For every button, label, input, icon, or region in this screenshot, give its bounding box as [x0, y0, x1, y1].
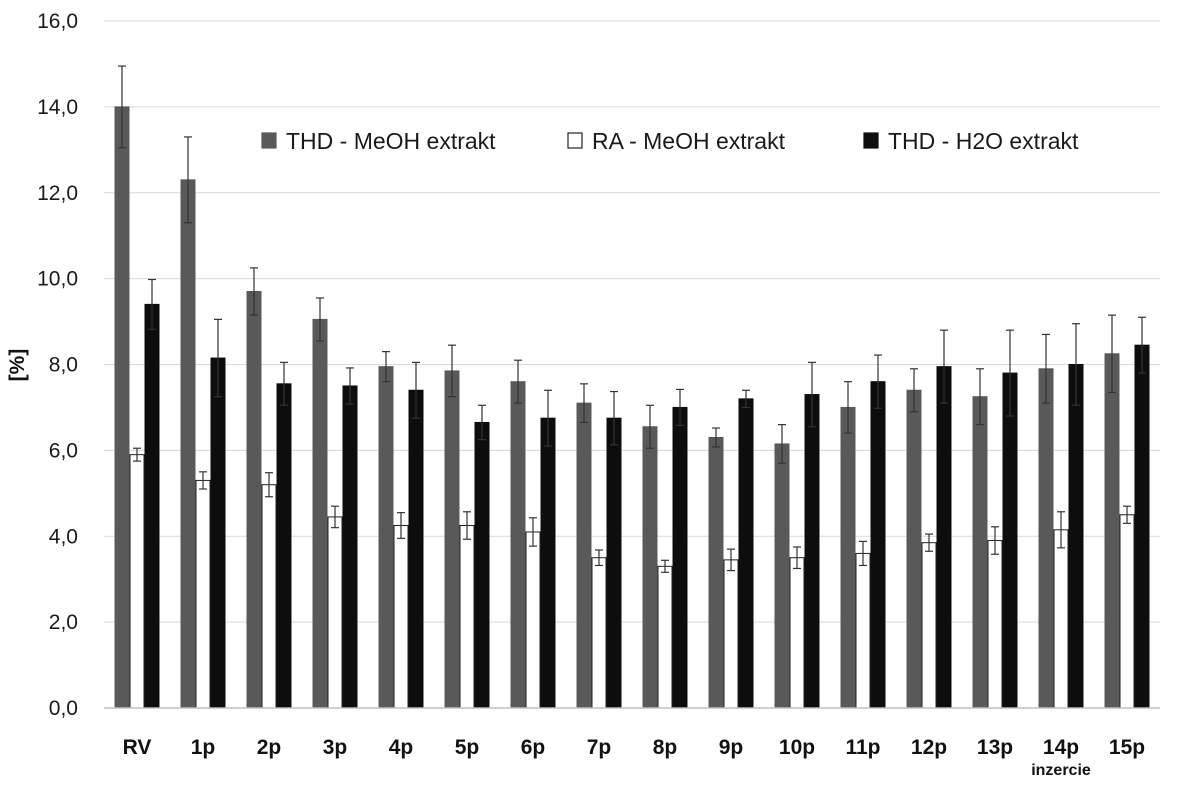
bar-series-1 — [972, 396, 988, 709]
bar-series-1 — [1104, 353, 1120, 709]
bars — [114, 106, 1150, 709]
bar-series-1 — [906, 389, 922, 709]
bar-series-3 — [1134, 344, 1150, 709]
bar-series-1 — [444, 370, 460, 709]
y-tick-label: 14,0 — [37, 96, 78, 119]
y-tick-label: 0,0 — [49, 697, 78, 720]
x-tick-label: 11p — [845, 736, 880, 759]
bar-series-3 — [804, 394, 820, 709]
x-tick-label: 12p — [911, 736, 947, 759]
bar-series-3 — [672, 406, 688, 709]
bar-series-1 — [378, 366, 394, 709]
bar-series-1 — [774, 443, 790, 709]
bar-series-3 — [342, 385, 358, 709]
bar-series-3 — [210, 357, 226, 709]
x-tick-label: 7p — [587, 736, 612, 759]
x-tick-label: 8p — [653, 736, 678, 759]
bar-series-3 — [408, 389, 424, 709]
x-tick-label: 15p — [1109, 736, 1145, 759]
bar-series-1 — [114, 106, 130, 709]
x-tick-labels: RV 1p 2p 3p 4p 5p 6p 7p 8p 9p 10p 11p 12p 13p 14p 15p — [123, 736, 1145, 759]
bar-series-2 — [459, 525, 475, 709]
y-tick-label: 4,0 — [49, 525, 78, 548]
bar-series-2 — [855, 552, 871, 709]
bar-series-1 — [576, 402, 592, 709]
x-tick-label: 10p — [779, 736, 815, 759]
legend-label-2: RA - MeOH extrakt — [592, 128, 786, 154]
bar-series-3 — [1068, 364, 1084, 709]
bar-series-3 — [144, 303, 160, 709]
bar-series-3 — [1002, 372, 1018, 709]
bar-series-3 — [936, 366, 952, 709]
legend-swatch-1 — [261, 132, 277, 149]
y-tick-label: 10,0 — [37, 268, 78, 291]
x-tick-label: 3p — [323, 736, 348, 759]
y-tick-labels: 0,0 2,0 4,0 6,0 8,0 10,0 12,0 14,0 16,0 — [37, 10, 78, 720]
x-tick-label: 2p — [257, 736, 282, 759]
y-axis-title: [%] — [6, 349, 29, 382]
y-tick-label: 2,0 — [49, 611, 78, 634]
y-tick-label: 6,0 — [49, 439, 78, 462]
x-tick-label: RV — [123, 736, 152, 759]
bar-series-1 — [510, 381, 526, 709]
y-tick-label: 8,0 — [49, 354, 78, 377]
x-tick-label: 13p — [977, 736, 1013, 759]
legend-label-3: THD - H2O extrakt — [888, 128, 1079, 154]
bar-series-3 — [738, 398, 754, 709]
bar-series-1 — [180, 179, 196, 709]
bar-series-1 — [312, 318, 328, 709]
category-annotation: inzercie — [1031, 762, 1091, 779]
bar-series-3 — [540, 417, 556, 709]
legend-swatch-2 — [567, 132, 583, 149]
legend-swatch-3 — [863, 132, 879, 149]
y-tick-label: 16,0 — [37, 10, 78, 33]
legend: THD - MeOH extrakt RA - MeOH extrakt THD -… — [261, 128, 1079, 154]
bar-series-2 — [723, 559, 739, 709]
bar-series-2 — [261, 484, 277, 709]
bar-series-2 — [195, 479, 211, 709]
bar-series-1 — [246, 291, 262, 709]
bar-series-3 — [870, 381, 886, 709]
x-tick-label: 9p — [719, 736, 744, 759]
bar-series-2 — [921, 542, 937, 709]
bar-series-1 — [642, 426, 658, 709]
bar-series-2 — [393, 525, 409, 709]
x-tick-label: 4p — [389, 736, 414, 759]
bar-series-2 — [789, 557, 805, 709]
bar-series-2 — [657, 565, 673, 709]
bar-series-1 — [708, 436, 724, 709]
legend-label-1: THD - MeOH extrakt — [286, 128, 496, 154]
bar-series-2 — [987, 540, 1003, 709]
bar-series-2 — [327, 516, 343, 709]
bar-series-1 — [1038, 368, 1054, 709]
bar-series-2 — [591, 557, 607, 709]
bar-series-2 — [1119, 514, 1135, 709]
bar-series-3 — [606, 417, 622, 709]
x-tick-label: 6p — [521, 736, 546, 759]
error-bars — [118, 65, 1146, 573]
x-tick-label: 14p — [1043, 736, 1079, 759]
bar-series-2 — [525, 531, 541, 709]
x-tick-label: 1p — [191, 736, 216, 759]
y-tick-label: 12,0 — [37, 182, 78, 205]
bar-series-3 — [276, 383, 292, 709]
bar-series-3 — [474, 421, 490, 709]
bar-series-2 — [1053, 529, 1069, 709]
x-tick-label: 5p — [455, 736, 480, 759]
bar-series-1 — [840, 406, 856, 709]
bar-series-2 — [129, 454, 145, 709]
